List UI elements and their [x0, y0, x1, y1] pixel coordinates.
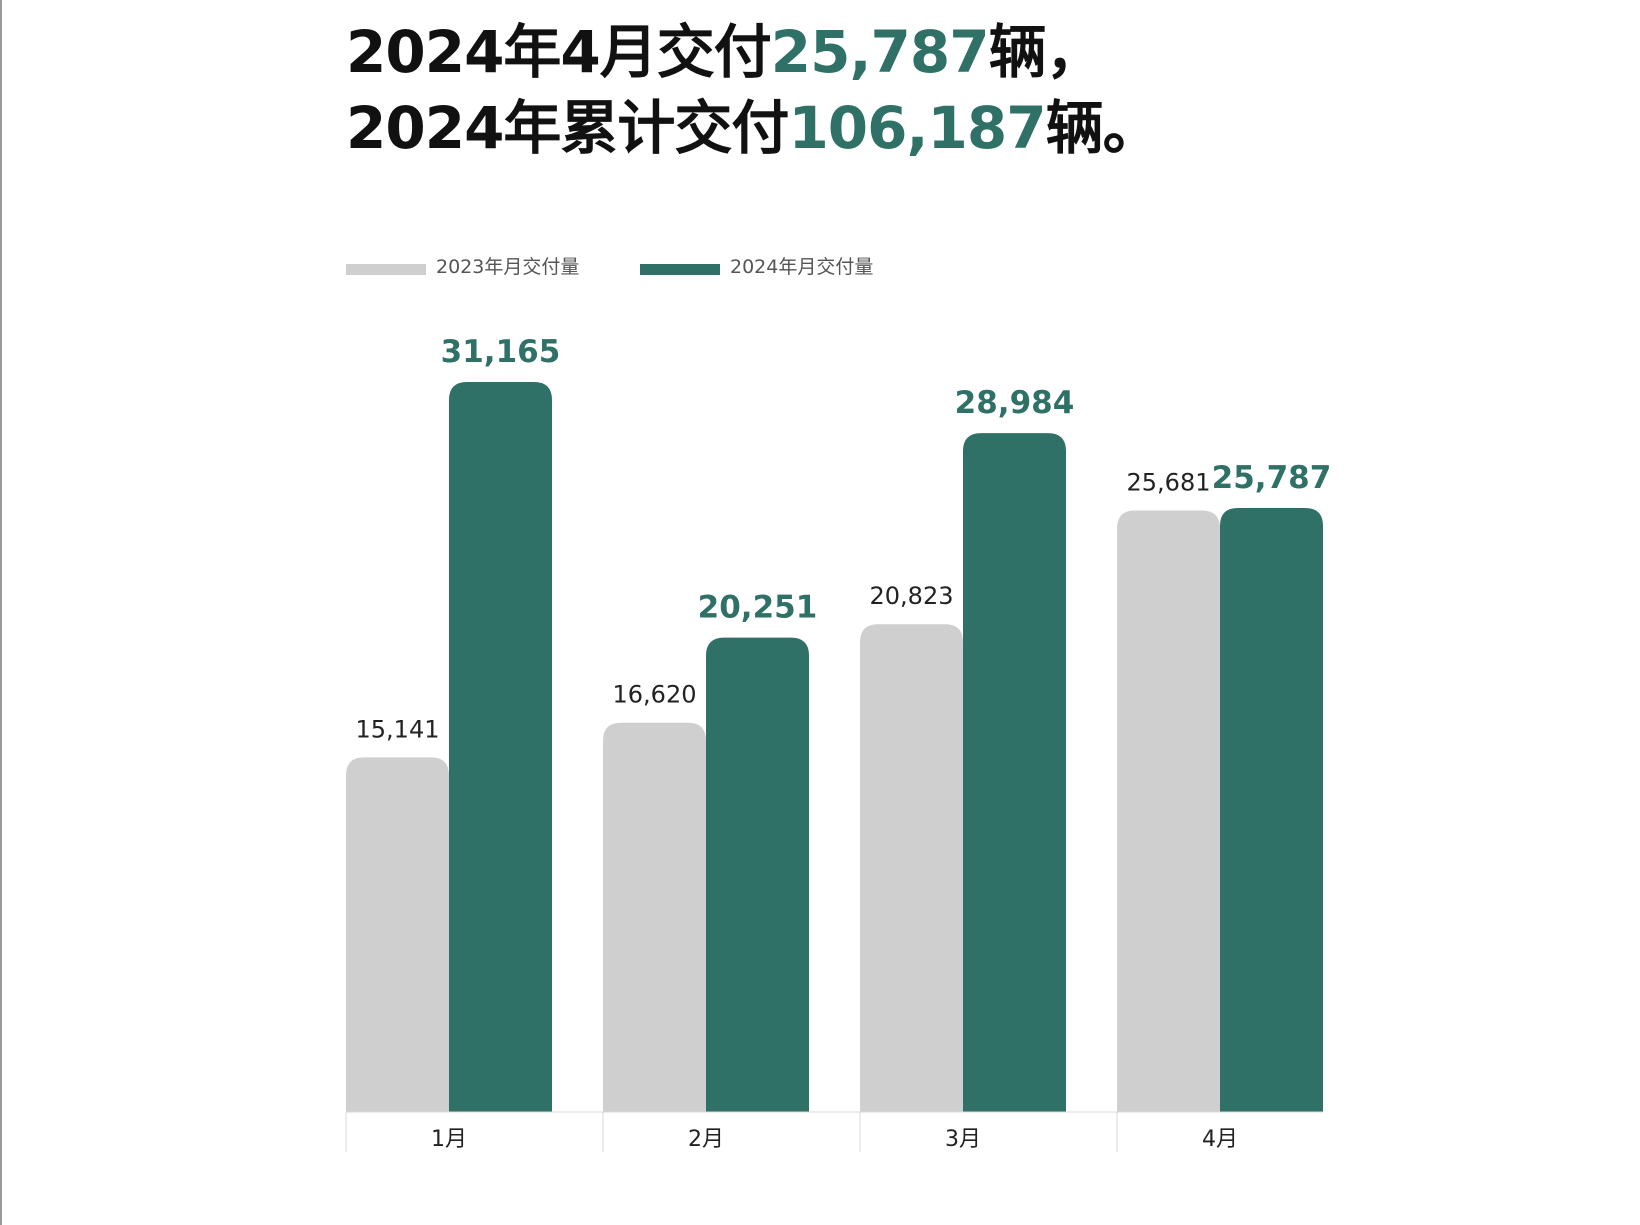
bar-2024-4: [1220, 507, 1323, 1112]
bar-2023-4: [1117, 510, 1220, 1112]
window-left-edge: [0, 0, 2, 1225]
headline-line1-suffix: 辆，: [988, 18, 1104, 86]
x-tick-label-3: 3月: [945, 1127, 981, 1152]
headline-line-1: 2024年4月交付25,787辆，: [346, 14, 1160, 90]
x-tick-label-1: 1月: [431, 1127, 467, 1152]
headline-line-2: 2024年累计交付106,187辆。: [346, 90, 1161, 166]
headline: 2024年4月交付25,787辆， 2024年累计交付106,187辆。: [346, 14, 1161, 166]
value-label-2024-3: 28,984: [955, 385, 1075, 421]
x-tick-label-4: 4月: [1202, 1127, 1238, 1152]
value-label-2024-4: 25,787: [1212, 460, 1332, 496]
headline-line2-prefix: 2024年累计交付: [346, 94, 789, 162]
bar-2023-3: [860, 624, 963, 1112]
bar-2024-1: [449, 382, 552, 1112]
headline-line2-value: 106,187: [788, 94, 1046, 162]
bar-2024-3: [963, 433, 1066, 1112]
bar-2024-2: [706, 637, 809, 1112]
legend-label-2024: 2024年月交付量: [730, 256, 874, 278]
value-label-2023-3: 20,823: [870, 582, 954, 610]
bar-2023-2: [603, 722, 706, 1112]
value-label-2024-1: 31,165: [441, 334, 561, 370]
x-tick-label-2: 2月: [688, 1127, 724, 1152]
legend-swatch-2024: [640, 264, 720, 275]
headline-line1-prefix: 2024年4月交付: [346, 18, 772, 86]
value-label-2023-1: 15,141: [356, 715, 440, 743]
bar-2023-1: [346, 757, 449, 1112]
headline-line1-value: 25,787: [770, 18, 990, 86]
value-label-2024-2: 20,251: [698, 590, 818, 626]
headline-line2-suffix: 辆。: [1045, 94, 1161, 162]
value-label-2023-4: 25,681: [1127, 468, 1211, 496]
value-label-2023-2: 16,620: [613, 681, 697, 709]
legend-label-2023: 2023年月交付量: [436, 256, 580, 278]
legend-swatch-2023: [346, 264, 426, 275]
